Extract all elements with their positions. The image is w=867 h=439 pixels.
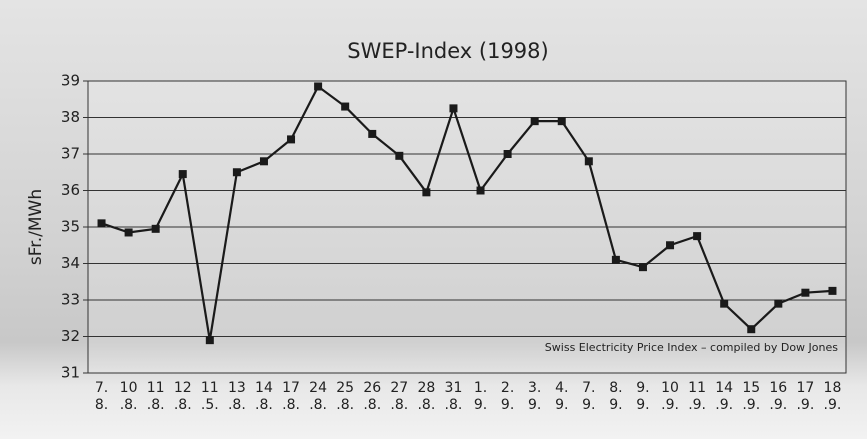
annotation: Swiss Electricity Price Index – compiled… — [545, 341, 838, 354]
marker — [720, 300, 728, 308]
x-tick-label: 11 .9. — [682, 380, 712, 414]
chart-svg: SWEP-Index (1998) sFr./MWh Swiss Electri… — [0, 0, 867, 439]
y-tick-label: 34 — [61, 254, 80, 272]
x-tick-label: 4. 9. — [547, 380, 577, 414]
x-tick-label: 2. 9. — [493, 380, 523, 414]
marker — [477, 187, 485, 195]
x-tick-label: 26 .8. — [357, 380, 387, 414]
x-tick-label: 28 .8. — [411, 380, 441, 414]
marker — [693, 232, 701, 240]
x-tick-label: 24 .8. — [303, 380, 333, 414]
marker — [774, 300, 782, 308]
marker — [504, 150, 512, 158]
y-tick-label: 39 — [61, 72, 80, 90]
x-tick-label: 25 .8. — [330, 380, 360, 414]
x-tick-label: 3. 9. — [520, 380, 550, 414]
marker — [314, 82, 322, 90]
marker — [449, 104, 457, 112]
marker — [98, 219, 106, 227]
marker — [233, 168, 241, 176]
x-tick-label: 31 .8. — [438, 380, 468, 414]
x-tick-label: 13 .8. — [222, 380, 252, 414]
y-tick-label: 35 — [61, 218, 80, 236]
marker — [341, 103, 349, 111]
x-tick-label: 11 .8. — [141, 380, 171, 414]
marker — [152, 225, 160, 233]
y-tick-label: 31 — [61, 364, 80, 382]
y-tick-label: 32 — [61, 327, 80, 345]
marker — [585, 157, 593, 165]
x-tick-label: 10 .9. — [655, 380, 685, 414]
x-tick-label: 15 .9. — [736, 380, 766, 414]
x-tick-label: 17 .8. — [276, 380, 306, 414]
y-axis-label: sFr./MWh — [26, 189, 46, 265]
x-tick-label: 7. 8. — [87, 380, 117, 414]
marker — [206, 336, 214, 344]
x-tick-label: 11 .5. — [195, 380, 225, 414]
marker — [125, 228, 133, 236]
x-tick-label: 14 .8. — [249, 380, 279, 414]
x-tick-label: 8. 9. — [601, 380, 631, 414]
x-tick-label: 9. 9. — [628, 380, 658, 414]
chart: SWEP-Index (1998) sFr./MWh Swiss Electri… — [0, 0, 867, 439]
marker — [747, 325, 755, 333]
marker — [558, 117, 566, 125]
x-tick-label: 1. 9. — [466, 380, 496, 414]
x-tick-label: 7. 9. — [574, 380, 604, 414]
marker — [801, 289, 809, 297]
marker — [828, 287, 836, 295]
marker — [287, 135, 295, 143]
y-tick-label: 38 — [61, 108, 80, 126]
marker — [179, 170, 187, 178]
marker — [395, 152, 403, 160]
marker — [666, 241, 674, 249]
marker — [368, 130, 376, 138]
marker — [260, 157, 268, 165]
x-tick-label: 14 .9. — [709, 380, 739, 414]
x-tick-label: 27 .8. — [384, 380, 414, 414]
x-tick-label: 18 .9. — [817, 380, 847, 414]
x-tick-label: 10 .8. — [114, 380, 144, 414]
y-tick-label: 37 — [61, 145, 80, 163]
marker — [612, 256, 620, 264]
x-tick-label: 12 .8. — [168, 380, 198, 414]
y-tick-label: 36 — [61, 181, 80, 199]
marker — [531, 117, 539, 125]
x-tick-label: 16 .9. — [763, 380, 793, 414]
y-tick-label: 33 — [61, 291, 80, 309]
marker — [422, 188, 430, 196]
chart-title: SWEP-Index (1998) — [347, 39, 548, 63]
x-tick-label: 17 .9. — [790, 380, 820, 414]
marker — [639, 263, 647, 271]
